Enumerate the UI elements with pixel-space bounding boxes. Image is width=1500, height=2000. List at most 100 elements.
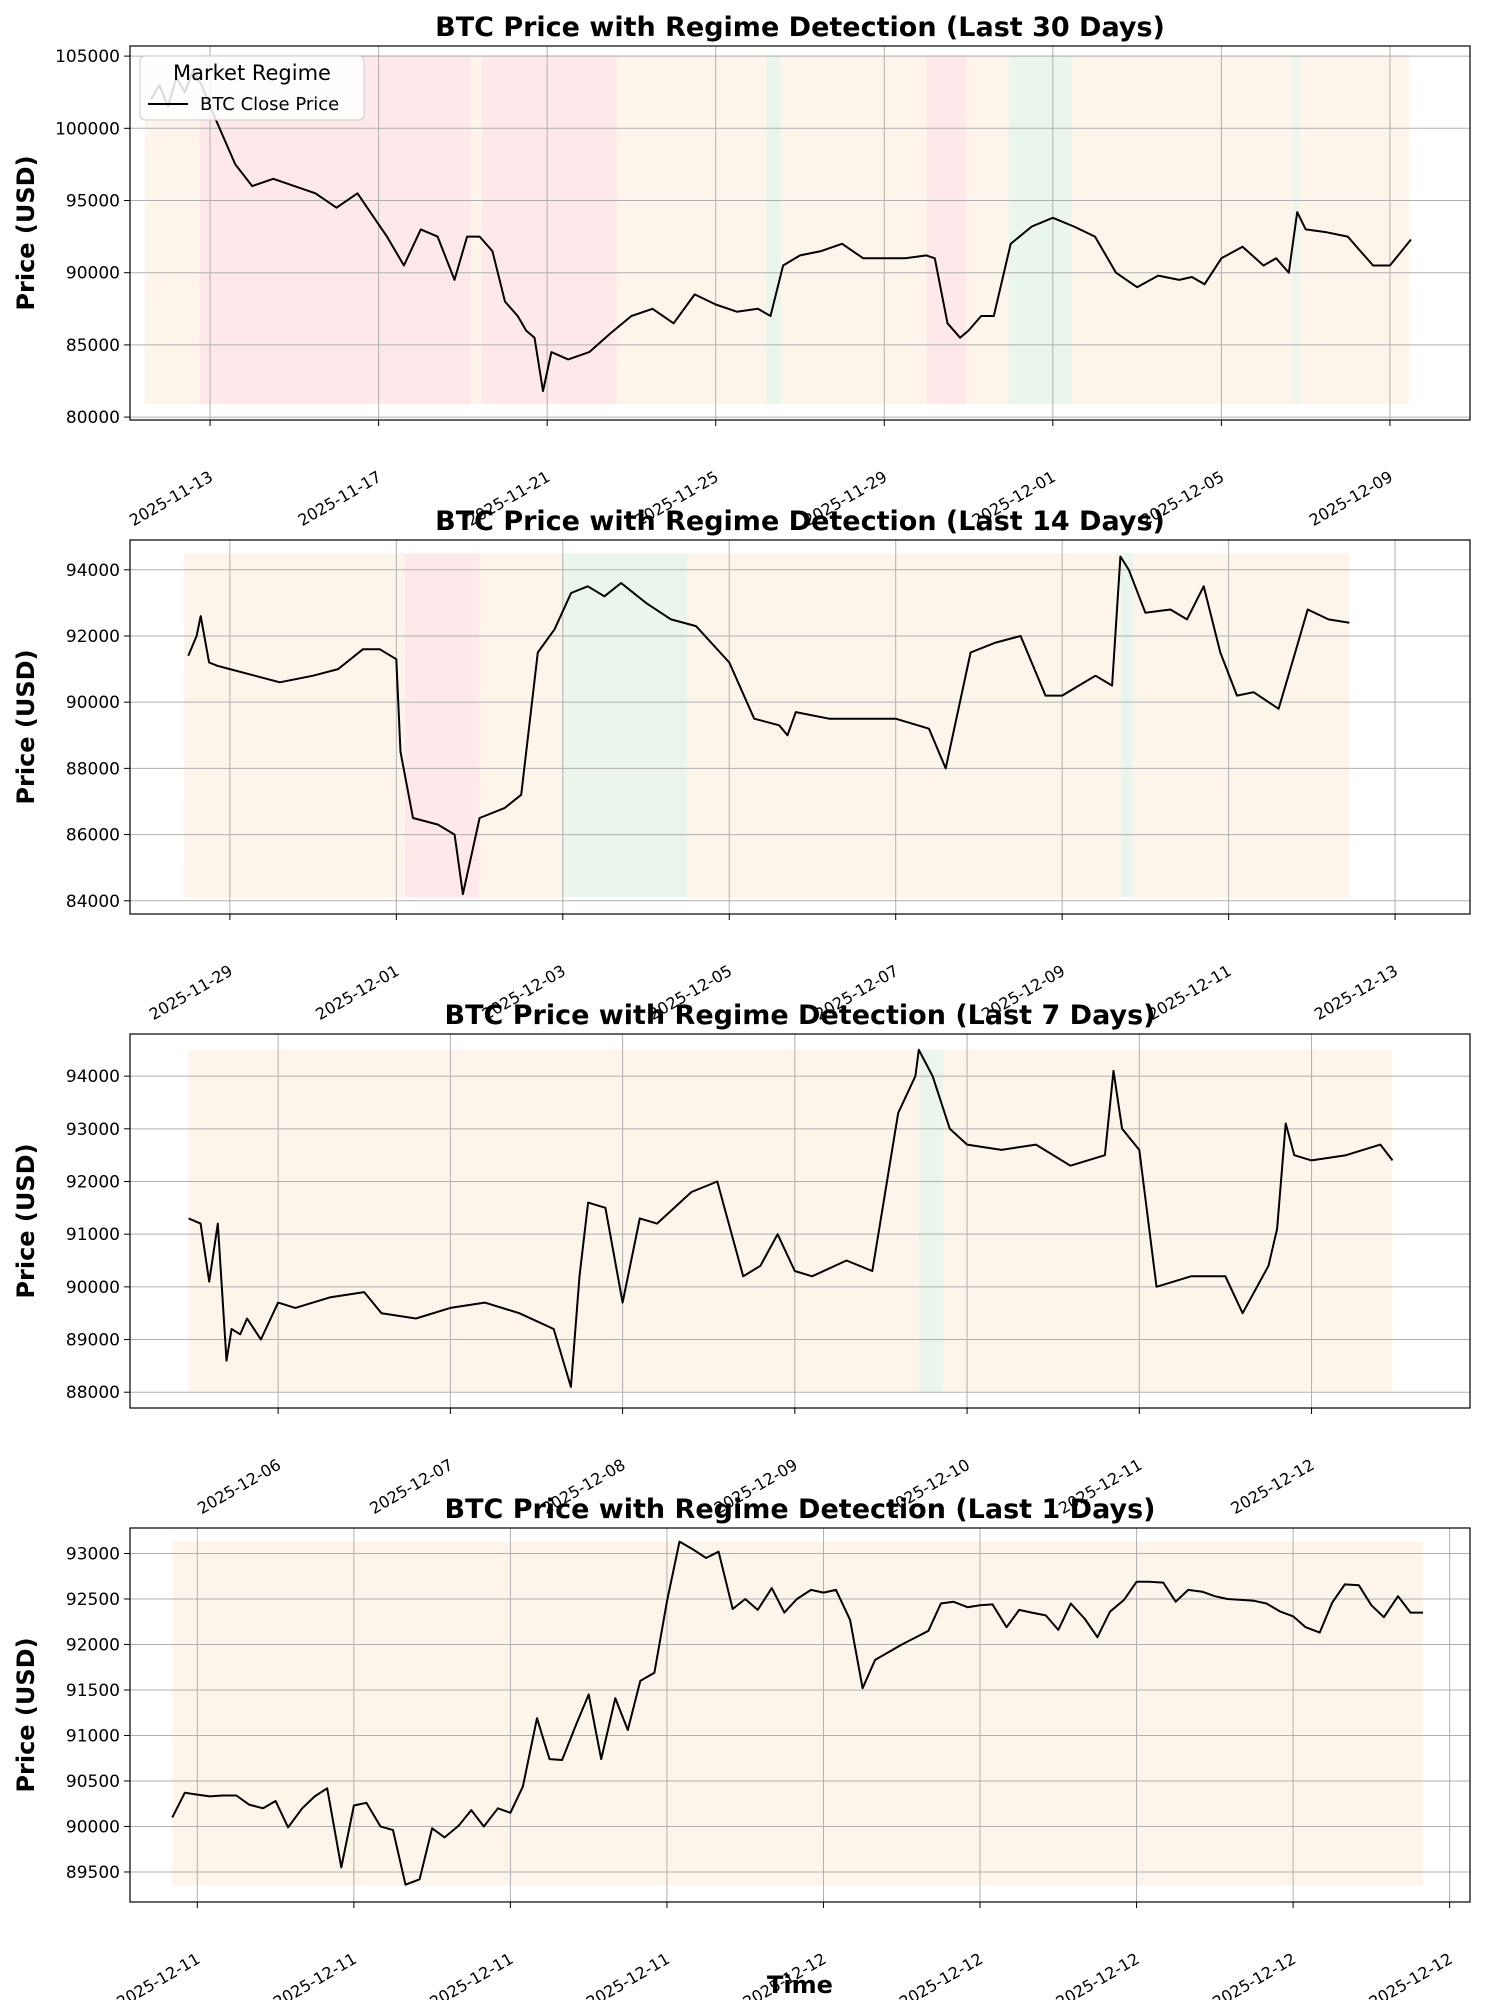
plot-frame	[129, 45, 1471, 421]
btc-price-line	[171, 1540, 1423, 1886]
btc-price-line	[188, 1048, 1394, 1388]
y-tick-label: 90000	[66, 264, 120, 284]
legend-entry-label: BTC Close Price	[200, 94, 339, 115]
y-tick-label: 92000	[66, 1172, 120, 1192]
y-tick-label: 84000	[66, 892, 120, 912]
x-tick-label: 2025-12-11	[1145, 961, 1235, 1024]
btc-price-line	[150, 69, 1412, 393]
regime-band-orange	[172, 1541, 1424, 1886]
regime-bands	[184, 553, 1350, 898]
y-tick-label: 80000	[66, 408, 120, 428]
y-tick-label: 90500	[66, 1772, 120, 1792]
plot-frame	[129, 1033, 1471, 1409]
regime-band-orange	[184, 553, 405, 898]
y-tick-label: 94000	[66, 561, 120, 581]
y-tick-label: 89500	[66, 1863, 120, 1883]
btc-price-line	[187, 555, 1350, 896]
chart-title: BTC Price with Regime Detection (Last 7 …	[445, 1000, 1156, 1031]
regime-bands	[144, 54, 1409, 405]
y-tick-label: 92500	[66, 1590, 120, 1610]
x-tick-label: 2025-11-17	[295, 467, 385, 530]
y-tick-label: 88000	[66, 759, 120, 779]
grid	[130, 46, 1470, 420]
y-tick-label: 93000	[66, 1120, 120, 1140]
x-tick-label: 2025-11-13	[126, 467, 216, 530]
chart-title: BTC Price with Regime Detection (Last 1 …	[445, 1494, 1156, 1525]
y-tick-label: 93000	[66, 1544, 120, 1564]
x-tick-label: 2025-12-06	[194, 1455, 284, 1518]
x-tick-label: 2025-12-11	[426, 1949, 516, 2000]
regime-band-orange	[942, 1049, 1393, 1393]
x-tick-label: 2025-12-12	[896, 1949, 986, 2000]
regime-band-orange	[616, 54, 767, 405]
y-tick-label: 91000	[66, 1726, 120, 1746]
regime-bands	[188, 1049, 1393, 1393]
chart-title: BTC Price with Regime Detection (Last 30…	[435, 12, 1165, 43]
regime-band-red	[481, 54, 617, 405]
x-tick-label: 2025-12-11	[113, 1949, 203, 2000]
regime-band-green	[766, 54, 782, 405]
x-axis-label: Time	[767, 1971, 833, 1999]
regime-band-green	[1120, 553, 1133, 898]
y-tick-label: 92000	[66, 627, 120, 647]
chart-panel-2: 84000 86000 88000 90000 92000 94000 2025-11-29…	[12, 506, 1471, 1024]
regime-band-orange	[1299, 54, 1409, 405]
y-tick-label: 90000	[66, 693, 120, 713]
y-tick-label: 100000	[55, 119, 120, 139]
legend-title: Market Regime	[173, 61, 331, 85]
y-tick-label: 90000	[66, 1817, 120, 1837]
y-tick-label: 90000	[66, 1278, 120, 1298]
y-tick-label: 94000	[66, 1067, 120, 1087]
regime-band-orange	[1132, 553, 1350, 898]
y-axis-label: Price (USD)	[12, 1637, 40, 1792]
regime-band-red	[926, 54, 967, 405]
x-tick-label: 2025-12-09	[1306, 467, 1396, 530]
x-tick-label: 2025-12-12	[1228, 1455, 1318, 1518]
regime-band-orange	[188, 1049, 919, 1393]
regime-band-orange	[966, 54, 1009, 405]
legend-box	[139, 55, 365, 121]
grid	[130, 1528, 1470, 1902]
regime-band-green	[1008, 54, 1072, 405]
y-tick-label: 85000	[66, 336, 120, 356]
y-axis-label: Price (USD)	[12, 1143, 40, 1298]
regime-band-green	[1293, 54, 1300, 405]
y-tick-label: 86000	[66, 826, 120, 846]
chart-panel-1: 80000 85000 90000 95000 100000 105000 2025-11-…	[12, 12, 1471, 530]
chart-title: BTC Price with Regime Detection (Last 14…	[435, 506, 1165, 537]
regime-bands	[172, 1541, 1424, 1886]
y-tick-label: 92000	[66, 1635, 120, 1655]
regime-band-orange	[687, 553, 1121, 898]
plot-frame	[129, 1527, 1471, 1903]
y-tick-label: 91500	[66, 1681, 120, 1701]
grid	[130, 540, 1470, 914]
regime-band-green	[562, 553, 688, 898]
x-tick-label: 2025-12-12	[1366, 1949, 1456, 2000]
x-tick-label: 2025-12-11	[583, 1949, 673, 2000]
regime-band-orange	[471, 54, 482, 405]
x-tick-label: 2025-12-01	[312, 961, 402, 1024]
y-tick-label: 91000	[66, 1225, 120, 1245]
x-tick-label: 2025-11-29	[146, 961, 236, 1024]
regime-band-orange	[781, 54, 927, 405]
y-tick-label: 88000	[66, 1383, 120, 1403]
y-tick-label: 89000	[66, 1331, 120, 1351]
legend: Market Regime BTC Close Price	[139, 55, 365, 121]
chart-panel-4: 89500 90000 90500 91000 91500 92000 92500 93000…	[12, 1494, 1471, 2000]
y-tick-label: 95000	[66, 192, 120, 212]
x-tick-label: 2025-12-11	[270, 1949, 360, 2000]
chart-panel-3: 88000 89000 90000 91000 92000 93000 94000 2025-…	[12, 1000, 1471, 1518]
y-axis-label: Price (USD)	[12, 155, 40, 310]
regime-band-green	[918, 1049, 943, 1393]
y-axis-label: Price (USD)	[12, 649, 40, 804]
regime-band-orange	[479, 553, 563, 898]
regime-band-orange	[1071, 54, 1294, 405]
regime-band-red	[404, 553, 480, 898]
grid	[130, 1034, 1470, 1408]
x-tick-label: 2025-12-12	[1209, 1949, 1299, 2000]
x-tick-label: 2025-12-13	[1311, 961, 1401, 1024]
x-tick-label: 2025-12-12	[1053, 1949, 1143, 2000]
y-tick-label: 105000	[55, 47, 120, 67]
x-tick-label: 2025-12-07	[366, 1455, 456, 1518]
